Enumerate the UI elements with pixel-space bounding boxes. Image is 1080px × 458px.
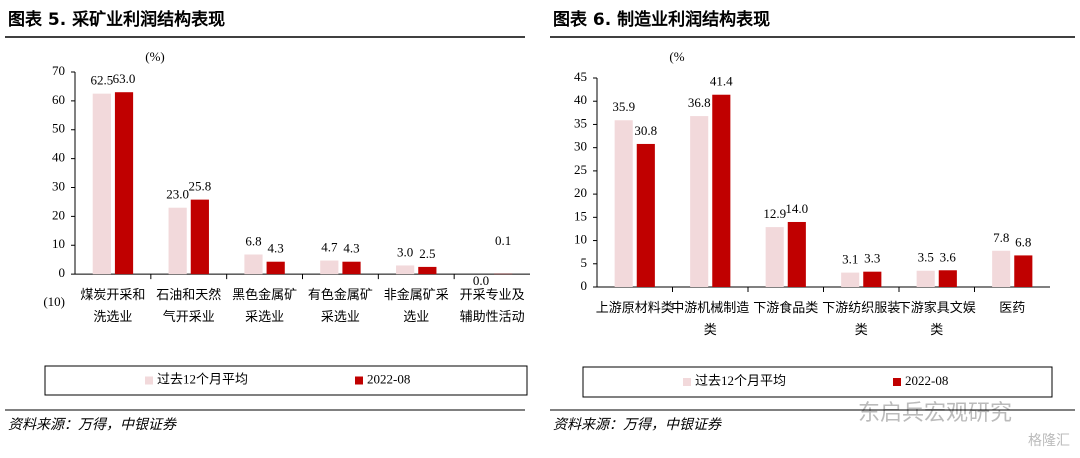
data-label: 2.5: [419, 246, 435, 261]
y-tick-label: 20: [574, 185, 587, 200]
legend-swatch: [145, 376, 153, 385]
bar: [841, 272, 860, 287]
data-label: 6.8: [1015, 234, 1031, 249]
bar: [168, 207, 187, 275]
data-label: 4.3: [343, 241, 359, 256]
data-label: 63.0: [113, 71, 136, 86]
x-tick-label: 黑色金属矿采选业: [232, 287, 297, 324]
data-label: 14.0: [785, 201, 808, 216]
watermark: 东启兵宏观研究: [858, 401, 1012, 426]
y-tick-label: 30: [574, 139, 587, 154]
bar: [787, 221, 806, 287]
bar: [863, 271, 882, 287]
bar: [418, 266, 437, 275]
source: 资料来源：万得，中银证券: [553, 417, 722, 433]
bar: [636, 143, 655, 287]
y-tick-label: 45: [574, 69, 587, 84]
x-tick-label: 开采专业及辅助性活动: [460, 287, 525, 324]
bar: [690, 116, 709, 287]
bar: [614, 120, 633, 288]
data-label: 30.8: [634, 123, 657, 138]
data-label: 4.7: [321, 240, 338, 255]
data-label: 35.9: [612, 99, 635, 114]
data-label: 3.1: [842, 252, 858, 267]
data-label: 36.8: [688, 95, 711, 110]
y-tick-label: 10: [52, 236, 65, 251]
y-tick-label: 40: [52, 150, 65, 165]
x-tick-label: 石油和天然气开采业: [156, 287, 221, 324]
x-tick-label: 下游食品类: [753, 300, 818, 315]
y-tick-label: 25: [574, 162, 587, 177]
watermark: 格隆汇: [1028, 433, 1070, 449]
bar: [266, 261, 285, 275]
x-tick-label: 下游家具文娱类: [898, 300, 976, 337]
source: 资料来源：万得，中银证券: [8, 417, 177, 433]
y-tick-label: 70: [52, 63, 65, 78]
data-label: 7.8: [993, 230, 1009, 245]
y-tick-label: 0: [581, 278, 588, 293]
y-tick-label: (10): [43, 294, 65, 309]
y-tick-label: 50: [52, 121, 65, 136]
data-label: 3.5: [918, 250, 934, 265]
bar: [396, 265, 415, 275]
bar: [712, 94, 731, 287]
data-label: 6.8: [245, 233, 261, 248]
data-label: 12.9: [763, 206, 786, 221]
bar: [916, 270, 935, 287]
bar: [938, 270, 957, 287]
data-label: 3.0: [397, 244, 413, 259]
x-tick-label: 煤炭开采和洗选业: [80, 287, 145, 324]
y-tick-label: 15: [574, 208, 587, 223]
legend-swatch: [683, 378, 691, 386]
data-label: 0.0: [473, 273, 489, 288]
x-tick-label: 医药: [999, 300, 1025, 315]
legend-label: 过去12个月平均: [695, 373, 786, 388]
legend-label: 2022-08: [905, 373, 948, 388]
data-label: 23.0: [166, 187, 189, 202]
y-tick-label: 60: [52, 92, 65, 107]
chart-title: 图表 5. 采矿业利润结构表现: [8, 9, 225, 30]
x-tick-label: 有色金属矿采选业: [308, 287, 373, 324]
legend-box: [44, 365, 528, 396]
bar: [992, 250, 1011, 287]
legend-swatch: [893, 378, 901, 386]
y-tick-label: 30: [52, 178, 65, 193]
chart-title: 图表 6. 制造业利润结构表现: [553, 9, 770, 30]
bar: [765, 227, 784, 287]
bar: [1014, 255, 1033, 287]
data-label: 25.8: [188, 179, 211, 194]
y-tick-label: 35: [574, 115, 587, 130]
bar: [92, 93, 111, 275]
y-tick-label: 10: [574, 232, 587, 247]
x-tick-label: 上游原材料类: [596, 300, 674, 315]
data-label: 4.3: [268, 241, 284, 256]
data-label: 3.6: [940, 249, 957, 264]
data-label: 3.3: [864, 251, 880, 266]
legend-swatch: [355, 376, 363, 385]
legend-label: 过去12个月平均: [157, 371, 248, 386]
bar: [244, 254, 263, 275]
data-label: 0.1: [495, 233, 511, 248]
y-unit: (%: [669, 49, 684, 64]
y-tick-label: 0: [59, 265, 66, 280]
legend-label: 2022-08: [367, 371, 410, 386]
y-unit: (%): [145, 49, 165, 64]
bar: [342, 261, 361, 275]
bar: [190, 199, 209, 275]
x-tick-label: 非金属矿采选业: [384, 287, 449, 324]
x-tick-label: 下游纺织服装类: [822, 300, 900, 337]
x-tick-label: 中游机械制造类: [671, 300, 749, 337]
bar: [114, 92, 134, 275]
legend-box: [582, 366, 1053, 398]
bar: [320, 260, 339, 275]
y-tick-label: 5: [581, 255, 588, 270]
data-label: 62.5: [90, 73, 113, 88]
y-tick-label: 20: [52, 207, 65, 222]
data-label: 41.4: [710, 74, 733, 89]
y-tick-label: 40: [574, 92, 587, 107]
